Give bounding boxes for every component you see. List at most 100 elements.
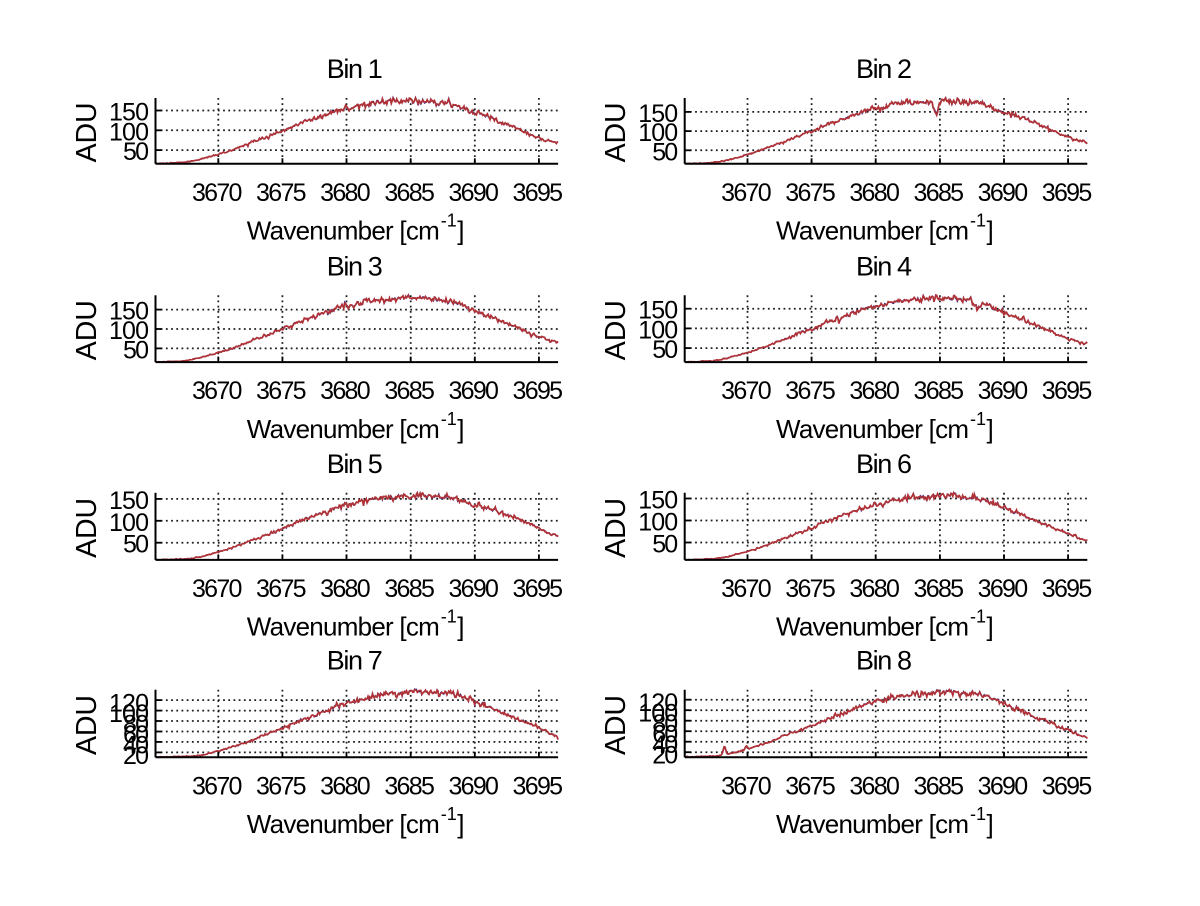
svg-text:3675: 3675 — [256, 377, 307, 405]
svg-text:100: 100 — [109, 509, 149, 537]
svg-text:Bin 5: Bin 5 — [327, 449, 383, 479]
svg-text:3695: 3695 — [1042, 575, 1093, 603]
svg-text:150: 150 — [638, 100, 678, 128]
svg-text:ADU: ADU — [600, 300, 632, 360]
svg-text:120: 120 — [638, 689, 678, 717]
svg-text:ADU: ADU — [71, 498, 103, 558]
svg-text:150: 150 — [109, 487, 149, 515]
svg-text:Wavenumber [cm: Wavenumber [cm — [247, 809, 440, 839]
svg-text:-1: -1 — [970, 211, 986, 231]
svg-text:]: ] — [457, 612, 464, 642]
svg-text:3675: 3675 — [785, 377, 836, 405]
svg-text:ADU: ADU — [71, 102, 103, 162]
svg-text:Bin 8: Bin 8 — [856, 646, 912, 676]
svg-text:Wavenumber [cm: Wavenumber [cm — [776, 216, 969, 246]
svg-text:-1: -1 — [441, 211, 457, 231]
svg-text:]: ] — [987, 414, 994, 444]
svg-text:100: 100 — [109, 700, 149, 728]
svg-text:3680: 3680 — [320, 179, 371, 207]
svg-text:3680: 3680 — [849, 179, 900, 207]
svg-text:ADU: ADU — [71, 300, 103, 360]
svg-text:-1: -1 — [441, 804, 457, 824]
svg-text:100: 100 — [638, 509, 678, 537]
svg-text:3685: 3685 — [384, 179, 435, 207]
svg-text:3695: 3695 — [513, 575, 564, 603]
svg-text:Wavenumber [cm: Wavenumber [cm — [247, 414, 440, 444]
svg-text:Bin 7: Bin 7 — [327, 646, 383, 676]
svg-text:40: 40 — [652, 731, 678, 759]
svg-text:Bin 1: Bin 1 — [327, 54, 383, 84]
svg-text:3675: 3675 — [256, 575, 307, 603]
svg-text:150: 150 — [638, 487, 678, 515]
svg-text:Wavenumber [cm: Wavenumber [cm — [247, 612, 440, 642]
svg-text:]: ] — [987, 612, 994, 642]
svg-text:3680: 3680 — [849, 772, 900, 800]
svg-text:50: 50 — [652, 138, 678, 166]
svg-text:3680: 3680 — [320, 377, 371, 405]
svg-text:3690: 3690 — [978, 377, 1029, 405]
svg-text:3695: 3695 — [513, 179, 564, 207]
svg-text:3670: 3670 — [192, 179, 243, 207]
svg-text:100: 100 — [638, 119, 678, 147]
svg-text:]: ] — [987, 809, 994, 839]
svg-text:3670: 3670 — [721, 377, 772, 405]
svg-text:3695: 3695 — [1042, 377, 1093, 405]
svg-text:3675: 3675 — [256, 179, 307, 207]
svg-text:Wavenumber [cm: Wavenumber [cm — [776, 414, 969, 444]
svg-text:-1: -1 — [970, 607, 986, 627]
svg-text:20: 20 — [123, 742, 149, 770]
svg-text:ADU: ADU — [600, 498, 632, 558]
svg-text:100: 100 — [109, 118, 149, 146]
svg-text:150: 150 — [109, 298, 149, 326]
svg-text:3680: 3680 — [849, 377, 900, 405]
svg-text:3685: 3685 — [914, 179, 965, 207]
svg-text:150: 150 — [638, 297, 678, 325]
svg-text:-1: -1 — [441, 607, 457, 627]
svg-text:3695: 3695 — [1042, 772, 1093, 800]
svg-text:3670: 3670 — [192, 772, 243, 800]
svg-text:3685: 3685 — [384, 377, 435, 405]
svg-text:3685: 3685 — [914, 377, 965, 405]
svg-text:]: ] — [457, 216, 464, 246]
svg-text:120: 120 — [109, 690, 149, 718]
svg-text:150: 150 — [109, 99, 149, 127]
svg-text:3670: 3670 — [721, 575, 772, 603]
svg-text:3685: 3685 — [914, 772, 965, 800]
svg-text:50: 50 — [123, 336, 149, 364]
svg-text:-1: -1 — [970, 804, 986, 824]
svg-text:3675: 3675 — [256, 772, 307, 800]
svg-text:3670: 3670 — [192, 377, 243, 405]
svg-text:50: 50 — [652, 336, 678, 364]
svg-text:3685: 3685 — [384, 772, 435, 800]
svg-text:]: ] — [457, 809, 464, 839]
svg-text:60: 60 — [123, 721, 149, 749]
svg-text:100: 100 — [638, 700, 678, 728]
svg-text:3690: 3690 — [448, 179, 499, 207]
svg-text:20: 20 — [652, 742, 678, 770]
svg-text:Bin 3: Bin 3 — [327, 251, 383, 281]
svg-text:3695: 3695 — [513, 772, 564, 800]
svg-text:3695: 3695 — [513, 377, 564, 405]
svg-text:3690: 3690 — [448, 377, 499, 405]
svg-text:Wavenumber [cm: Wavenumber [cm — [776, 612, 969, 642]
svg-text:100: 100 — [109, 317, 149, 345]
svg-text:3680: 3680 — [320, 772, 371, 800]
svg-text:40: 40 — [123, 731, 149, 759]
svg-text:-1: -1 — [970, 409, 986, 429]
svg-text:3680: 3680 — [849, 575, 900, 603]
svg-text:Bin 6: Bin 6 — [856, 449, 912, 479]
svg-text:100: 100 — [638, 316, 678, 344]
svg-text:60: 60 — [652, 721, 678, 749]
svg-text:3670: 3670 — [192, 575, 243, 603]
svg-text:50: 50 — [123, 531, 149, 559]
svg-text:3690: 3690 — [978, 575, 1029, 603]
svg-text:3670: 3670 — [721, 179, 772, 207]
svg-text:ADU: ADU — [600, 102, 632, 162]
svg-text:3690: 3690 — [978, 179, 1029, 207]
svg-text:Bin 4: Bin 4 — [856, 251, 912, 281]
svg-text:50: 50 — [652, 531, 678, 559]
svg-text:3685: 3685 — [384, 575, 435, 603]
svg-text:]: ] — [457, 414, 464, 444]
svg-text:3685: 3685 — [914, 575, 965, 603]
svg-text:50: 50 — [123, 138, 149, 166]
